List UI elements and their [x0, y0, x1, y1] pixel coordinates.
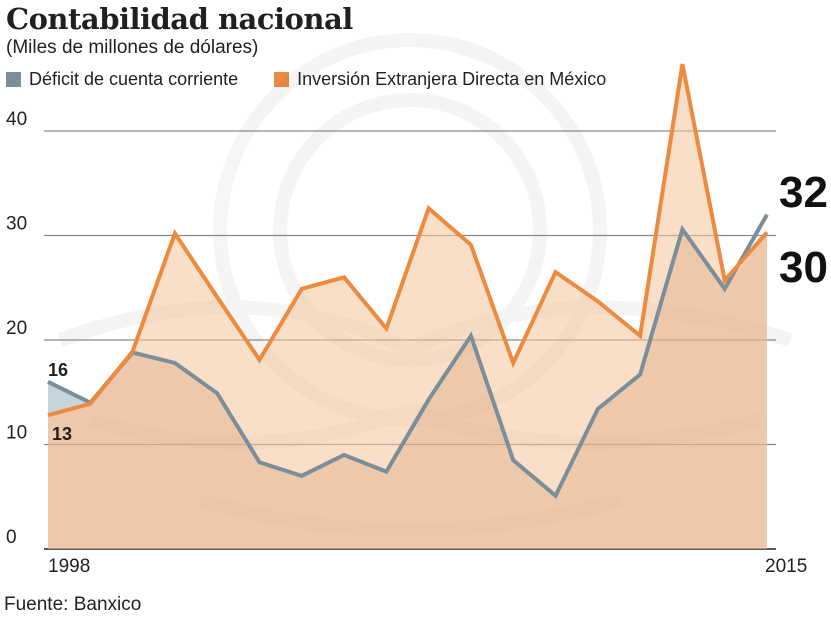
area-deficit	[48, 229, 767, 550]
line-ied	[47, 63, 769, 418]
x-tick-label-start: 1998	[48, 556, 90, 577]
chart-subtitle: (Miles de millones de dólares)	[6, 37, 259, 58]
series-lines	[47, 63, 769, 499]
legend-item-ied: Inversión Extranjera Directa en México	[274, 69, 606, 90]
y-tick-label-0: 0	[6, 527, 17, 548]
end-label-deficit: 32	[779, 168, 828, 217]
axis-ticks: 0 10 20 30 40 1998 2015	[6, 109, 807, 577]
x-tick-label-end: 2015	[765, 556, 807, 577]
y-tick-label-40: 40	[6, 109, 27, 130]
line-deficit	[47, 213, 769, 499]
y-tick-label-30: 30	[6, 214, 27, 235]
y-tick-label-20: 20	[6, 318, 27, 339]
chart-title: Contabilidad nacional	[6, 2, 353, 36]
legend: Déficit de cuenta corriente Inversión Ex…	[6, 69, 642, 90]
start-label-deficit: 16	[48, 360, 68, 380]
source-note: Fuente: Banxico	[4, 594, 142, 615]
end-label-ied: 30	[779, 243, 828, 292]
legend-label-deficit: Déficit de cuenta corriente	[29, 69, 239, 89]
value-labels: 16 13 32 30	[48, 168, 828, 444]
legend-swatch-ied	[274, 72, 290, 87]
legend-item-deficit: Déficit de cuenta corriente	[6, 69, 238, 90]
y-tick-label-10: 10	[6, 423, 27, 444]
legend-swatch-deficit	[6, 72, 21, 87]
legend-label-ied: Inversión Extranjera Directa en México	[297, 69, 607, 89]
start-label-ied: 13	[52, 424, 72, 444]
area-deficit-excess	[48, 381, 91, 416]
